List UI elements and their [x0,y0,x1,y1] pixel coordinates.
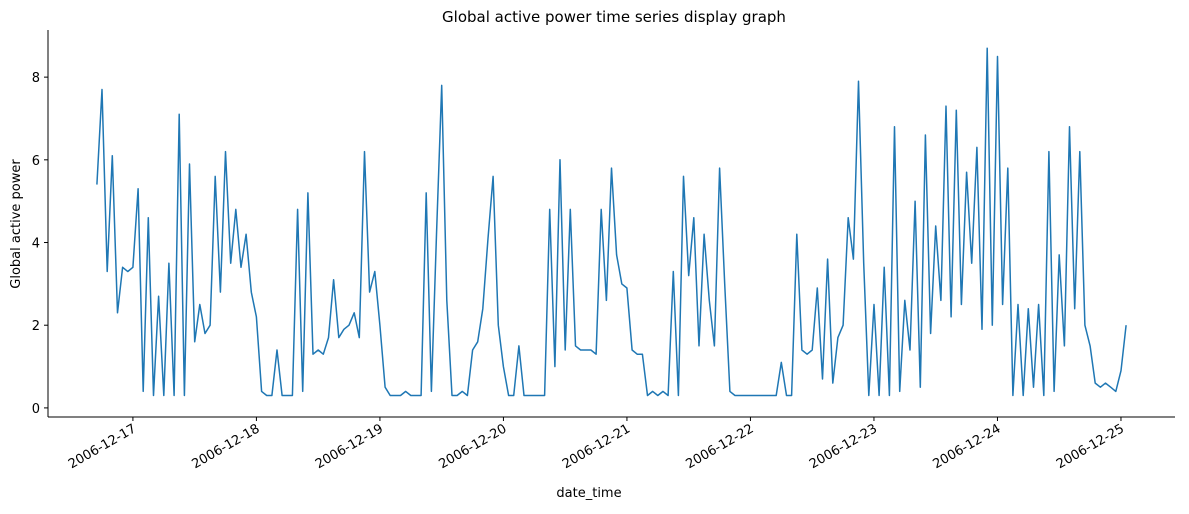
chart-title: Global active power time series display … [442,8,786,26]
x-tick-label: 2006-12-24 [931,421,1004,472]
y-axis-label: Global active power [9,159,24,289]
x-tick-label: 2006-12-17 [66,421,139,472]
x-axis-label: date_time [556,486,621,501]
x-tick-label: 2006-12-21 [560,421,633,472]
x-tick-label: 2006-12-20 [436,421,509,472]
y-tick-label: 6 [32,154,40,169]
x-tick-label: 2006-12-19 [313,421,386,472]
y-tick-label: 4 [32,237,40,252]
y-tick-label: 2 [32,319,40,334]
y-tick-label: 0 [32,402,40,417]
x-tick-label: 2006-12-18 [189,421,262,472]
x-tick-label: 2006-12-25 [1054,421,1127,472]
x-tick-label: 2006-12-22 [684,421,757,472]
y-tick-label: 8 [32,71,40,86]
series-line [96,47,1127,397]
x-tick-label: 2006-12-23 [807,421,880,472]
